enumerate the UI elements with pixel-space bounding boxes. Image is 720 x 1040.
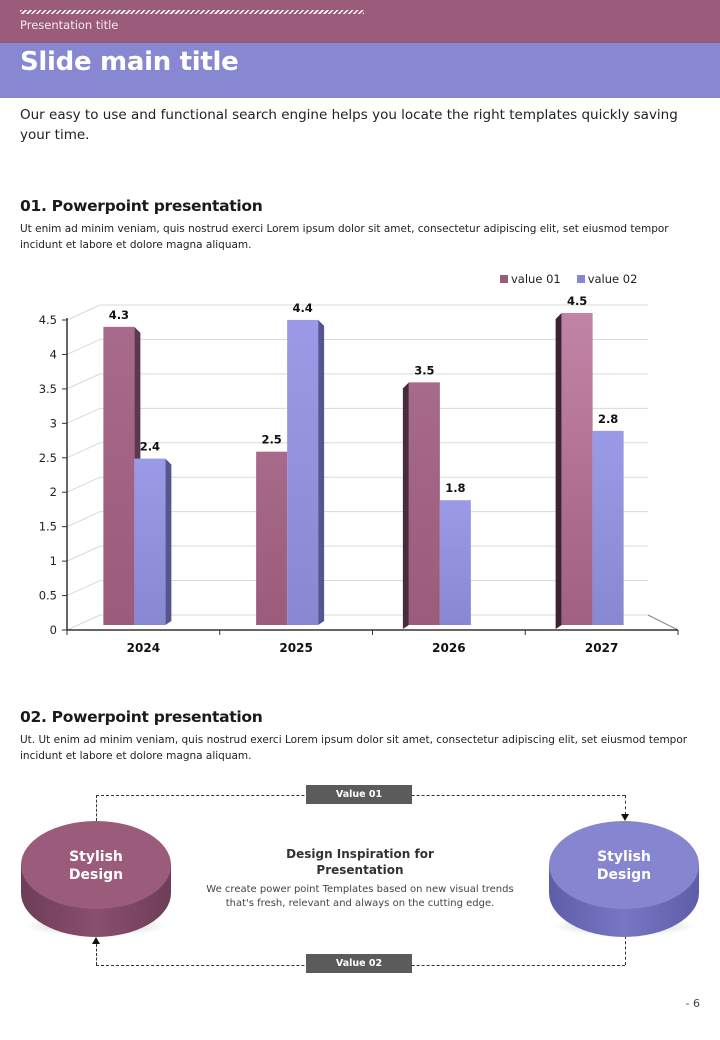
arrow-up-icon <box>92 937 100 944</box>
y-tick-label: 0.5 <box>39 589 57 603</box>
gridline-depth <box>66 373 101 390</box>
data-label: 4.3 <box>109 308 129 322</box>
x-tick-label: 2025 <box>279 641 312 655</box>
y-tick-label: 1.5 <box>39 520 57 534</box>
bar-value-02-2026 <box>439 500 471 625</box>
y-tick-label: 4 <box>50 347 57 361</box>
data-label: 3.5 <box>414 363 434 377</box>
center-body-line2: that's fresh, relevant and always on the… <box>225 898 495 909</box>
y-tick-label: 1 <box>50 554 57 568</box>
section1-body: Ut enim ad minim veniam, quis nostrud ex… <box>20 223 669 251</box>
flow-line-right-top <box>625 795 626 815</box>
intro-text: Our easy to use and functional search en… <box>20 107 678 143</box>
gridline-depth <box>66 338 101 355</box>
bar-value-02-2024 <box>134 458 166 625</box>
x-tick-label: 2024 <box>127 641 160 655</box>
disc-left-label: Stylish Design <box>20 848 172 884</box>
header-top-bar: Presentation title <box>0 0 720 43</box>
data-label: 2.4 <box>140 440 160 454</box>
value-tag-bottom: Value 02 <box>306 954 412 973</box>
legend-label-series2: value 02 <box>587 272 638 286</box>
section1-title: 01. Powerpoint presentation <box>20 197 263 215</box>
bar-value-01-2025 <box>256 451 288 625</box>
gridline-depth <box>66 407 101 424</box>
page-number: - 6 <box>685 997 700 1010</box>
disc-right-line1: Stylish <box>597 849 651 865</box>
y-tick-label: 4.5 <box>39 313 57 327</box>
bar-side <box>402 382 409 629</box>
diagram-center-title: Design Inspiration for Presentation <box>200 846 520 878</box>
x-tick-label: 2026 <box>432 641 465 655</box>
bar-value-01-2024 <box>103 326 135 625</box>
gridline-depth <box>66 304 101 321</box>
gridline-depth <box>66 476 101 493</box>
hatch-decoration <box>20 10 364 14</box>
legend-swatch-series2 <box>576 275 585 283</box>
flow-line-left-bottom <box>96 944 97 965</box>
disc-left-line2: Design <box>68 867 124 883</box>
y-tick-label: 2 <box>50 485 57 499</box>
data-label: 2.8 <box>598 412 618 426</box>
gridline-depth <box>66 580 101 597</box>
section2-body: Ut. Ut enim ad minim veniam, quis nostru… <box>20 734 688 762</box>
data-label: 2.5 <box>261 433 281 447</box>
bar-value-01-2026 <box>408 382 440 625</box>
bar-side <box>165 458 172 625</box>
y-tick-label: 3.5 <box>39 382 57 396</box>
gridline-depth <box>66 545 101 562</box>
bar-side <box>555 313 562 629</box>
x-tick-label: 2027 <box>585 641 618 655</box>
disc-left: Stylish Design <box>20 820 172 938</box>
data-label: 4.4 <box>292 301 312 315</box>
y-tick-label: 3 <box>50 416 57 430</box>
bar-value-02-2027 <box>592 430 624 625</box>
disc-left-line1: Stylish <box>69 849 123 865</box>
section2-title: 02. Powerpoint presentation <box>20 708 263 726</box>
disc-right: Stylish Design <box>548 820 700 938</box>
gridline-depth <box>66 614 101 631</box>
disc-right-line2: Design <box>596 867 652 883</box>
value-tag-top: Value 01 <box>306 785 412 804</box>
bar-value-01-2027 <box>561 313 593 625</box>
center-title-line2: Presentation <box>316 863 404 877</box>
gridline-depth <box>66 442 101 459</box>
bar-value-02-2025 <box>287 319 319 625</box>
center-body-line1: We create power point Templates based on… <box>206 884 514 895</box>
legend-swatch-series1 <box>500 275 508 283</box>
presentation-title: Presentation title <box>20 18 119 32</box>
data-label: 1.8 <box>445 481 465 495</box>
bar-side <box>318 319 325 625</box>
legend-item-series1: value 01 <box>500 272 561 286</box>
legend-label-series1: value 01 <box>511 272 561 286</box>
y-tick-label: 2.5 <box>39 451 57 465</box>
arrow-down-icon <box>621 814 629 821</box>
flow-line-left-top <box>96 795 97 821</box>
disc-right-label: Stylish Design <box>548 848 700 884</box>
slide-title: Slide main title <box>20 47 239 77</box>
center-title-line1: Design Inspiration for <box>286 847 434 861</box>
y-tick-label: 0 <box>50 623 57 637</box>
title-bar: Slide main title <box>0 43 720 98</box>
floor-edge <box>647 614 679 631</box>
bar-chart: 0 0.5 1 1.5 2 2.5 3 3.5 4 4.5 2024 2025 2026 2027 4.3… <box>39 294 679 655</box>
gridline-depth <box>66 511 101 528</box>
chart-legend: value 01 value 02 <box>500 272 637 286</box>
flow-line-right-bottom <box>625 936 626 965</box>
data-label: 4.5 <box>567 294 587 308</box>
diagram-center-body: We create power point Templates based on… <box>200 883 520 911</box>
legend-item-series2: value 02 <box>576 272 638 286</box>
